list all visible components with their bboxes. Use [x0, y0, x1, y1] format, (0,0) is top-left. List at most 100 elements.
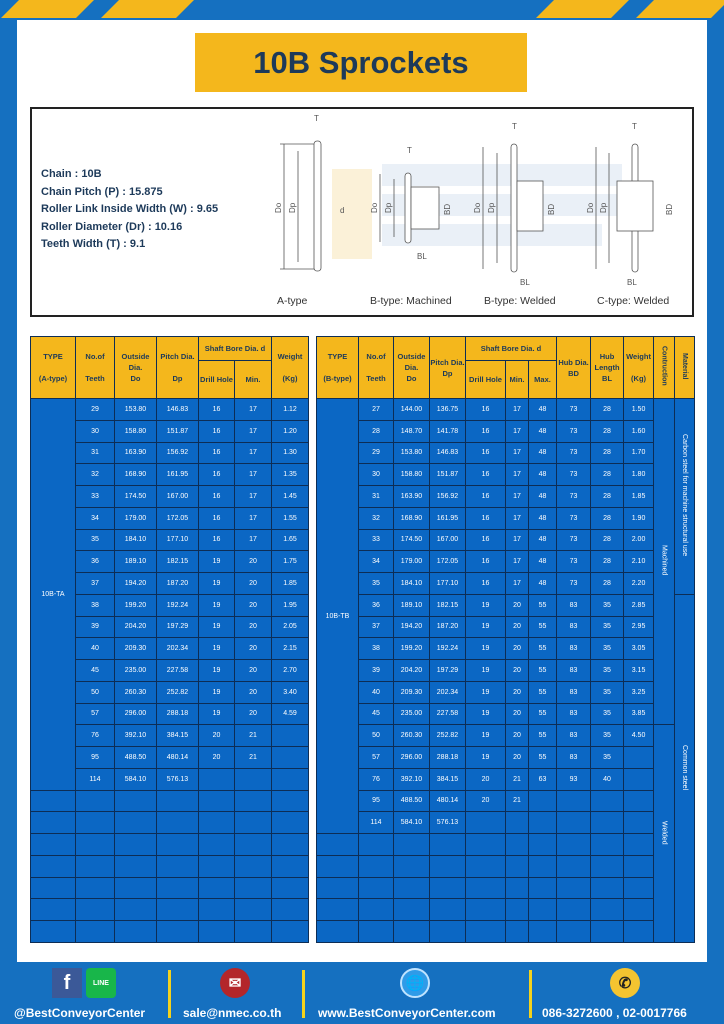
table-cell: 197.29 — [429, 659, 466, 682]
table-cell: 20 — [234, 637, 272, 660]
table-cell — [393, 920, 430, 943]
table-cell: 2.10 — [623, 550, 655, 573]
table-cell — [505, 811, 529, 834]
table-cell: 19 — [465, 593, 506, 617]
table-cell: 20 — [198, 746, 235, 769]
website-link[interactable]: www.BestConveyorCenter.com — [318, 1006, 496, 1020]
table-cell — [114, 854, 157, 878]
table-cell: 57 — [358, 746, 394, 769]
table-cell: 148.70 — [393, 419, 430, 443]
divider — [168, 970, 171, 1018]
table-cell: 40 — [358, 680, 394, 704]
table-cell — [465, 854, 506, 878]
table-cell: 57 — [75, 702, 115, 726]
b-type-table: TYPE (B-type) No.of Teeth Outside Dia. Do Pi… — [316, 336, 696, 943]
table-cell: 2.95 — [623, 615, 655, 639]
table-cell: 2.05 — [271, 615, 309, 639]
table-cell: 209.30 — [393, 680, 430, 704]
table-row: 32 168.90 161.95 16 17 1.35 — [31, 463, 309, 486]
table-cell: 21 — [234, 724, 272, 747]
table-cell — [590, 898, 625, 921]
table-cell: 21 — [234, 746, 272, 769]
line-icon[interactable]: LINE — [86, 968, 116, 998]
table-cell: 16 — [465, 506, 506, 530]
phone-number[interactable]: 086-3272600 , 02-0017766 — [542, 1006, 687, 1020]
table-cell: 28 — [590, 506, 625, 530]
table-cell: 55 — [527, 659, 558, 682]
sprocket-diagrams: Do Dp T d Do Dp T BD BL Do Dp T BD BL Do… — [274, 114, 674, 287]
table-cell: 20 — [465, 789, 506, 813]
table-cell: 1.70 — [623, 441, 655, 465]
table-cell — [198, 767, 235, 791]
table-cell: 48 — [527, 572, 558, 595]
table-row — [316, 854, 695, 878]
table-row: 36 189.10 182.15 19 20 55 83 35 2.85 Common steel — [317, 593, 696, 943]
table-cell: 28 — [590, 528, 625, 552]
table-cell: 227.58 — [156, 659, 199, 682]
table-cell: 28 — [590, 572, 625, 595]
table-cell: 35 — [590, 724, 625, 747]
table-row: 40 209.30 202.34 19 20 55 83 35 3.25 — [317, 680, 695, 704]
table-cell: 19 — [465, 615, 506, 639]
table-cell — [271, 767, 309, 791]
email-link[interactable]: sale@nmec.co.th — [183, 1006, 282, 1020]
table-cell: 55 — [527, 702, 558, 726]
svg-text:BL: BL — [520, 278, 530, 287]
table-cell — [75, 920, 115, 943]
social-handle[interactable]: @BestConveyorCenter — [14, 1006, 146, 1020]
table-cell — [114, 876, 157, 900]
table-cell — [75, 833, 115, 856]
table-cell: 187.20 — [429, 615, 466, 639]
table-cell: 38 — [358, 637, 394, 660]
table-cell: 17 — [234, 528, 272, 552]
table-cell — [590, 920, 625, 943]
table-cell: 384.15 — [156, 724, 199, 747]
table-cell — [234, 876, 272, 900]
table-cell — [590, 833, 625, 856]
table-cell: 1.75 — [271, 550, 309, 573]
table-cell: 21 — [505, 767, 529, 791]
table-cell: 1.65 — [271, 528, 309, 552]
table-cell: 189.10 — [393, 593, 430, 617]
table-cell: 146.83 — [429, 441, 466, 465]
svg-text:Dp: Dp — [288, 202, 297, 213]
svg-text:Do: Do — [586, 202, 595, 213]
table-cell — [114, 920, 157, 943]
svg-text:Dp: Dp — [487, 202, 496, 213]
table-cell: 17 — [505, 550, 529, 573]
table-cell: 182.15 — [156, 550, 199, 573]
globe-icon: 🌐 — [400, 968, 430, 998]
table-row: 57 296.00 288.18 19 20 55 83 35 — [317, 746, 695, 769]
empty-cell — [30, 854, 76, 878]
mail-icon: ✉ — [220, 968, 250, 998]
table-cell: 76 — [75, 724, 115, 747]
table-cell: 55 — [527, 593, 558, 617]
spec-roller-diameter: Roller Diameter (Dr) : 10.16 — [41, 220, 183, 233]
header-pitch-dia: Pitch Dia. Dp — [156, 336, 199, 399]
header-type: TYPE (A-type) — [30, 336, 76, 399]
table-cell — [114, 898, 157, 921]
c-type-welded-drawing: Do Dp T BD BL — [586, 122, 674, 287]
table-cell: 144.00 — [393, 398, 430, 421]
facebook-icon[interactable]: f — [52, 968, 82, 998]
table-cell — [234, 789, 272, 813]
table-row: 38 199.20 192.24 19 20 1.95 — [31, 593, 309, 617]
table-cell — [393, 898, 430, 921]
a-type-table: TYPE (A-type) No.of Teeth Outside Dia. Do Pi… — [30, 336, 309, 943]
table-row: 50 260.30 252.82 19 20 55 83 35 4.50 Welded — [317, 724, 695, 943]
table-cell: 19 — [198, 550, 235, 573]
table-cell: 177.10 — [156, 528, 199, 552]
table-cell: 20 — [234, 702, 272, 726]
table-cell: 48 — [527, 550, 558, 573]
empty-cell — [316, 920, 359, 943]
table-cell — [234, 898, 272, 921]
table-cell: 4.59 — [271, 702, 309, 726]
svg-text:Do: Do — [370, 202, 379, 213]
table-cell: 20 — [234, 659, 272, 682]
table-cell: 235.00 — [114, 659, 157, 682]
table-cell: 3.85 — [623, 702, 655, 726]
table-cell: 39 — [75, 615, 115, 639]
table-row: 33 174.50 167.00 16 17 48 73 28 2.00 — [317, 528, 695, 552]
table-row: 76 392.10 384.15 20 21 63 93 40 — [317, 767, 695, 791]
table-cell: 16 — [198, 398, 235, 421]
